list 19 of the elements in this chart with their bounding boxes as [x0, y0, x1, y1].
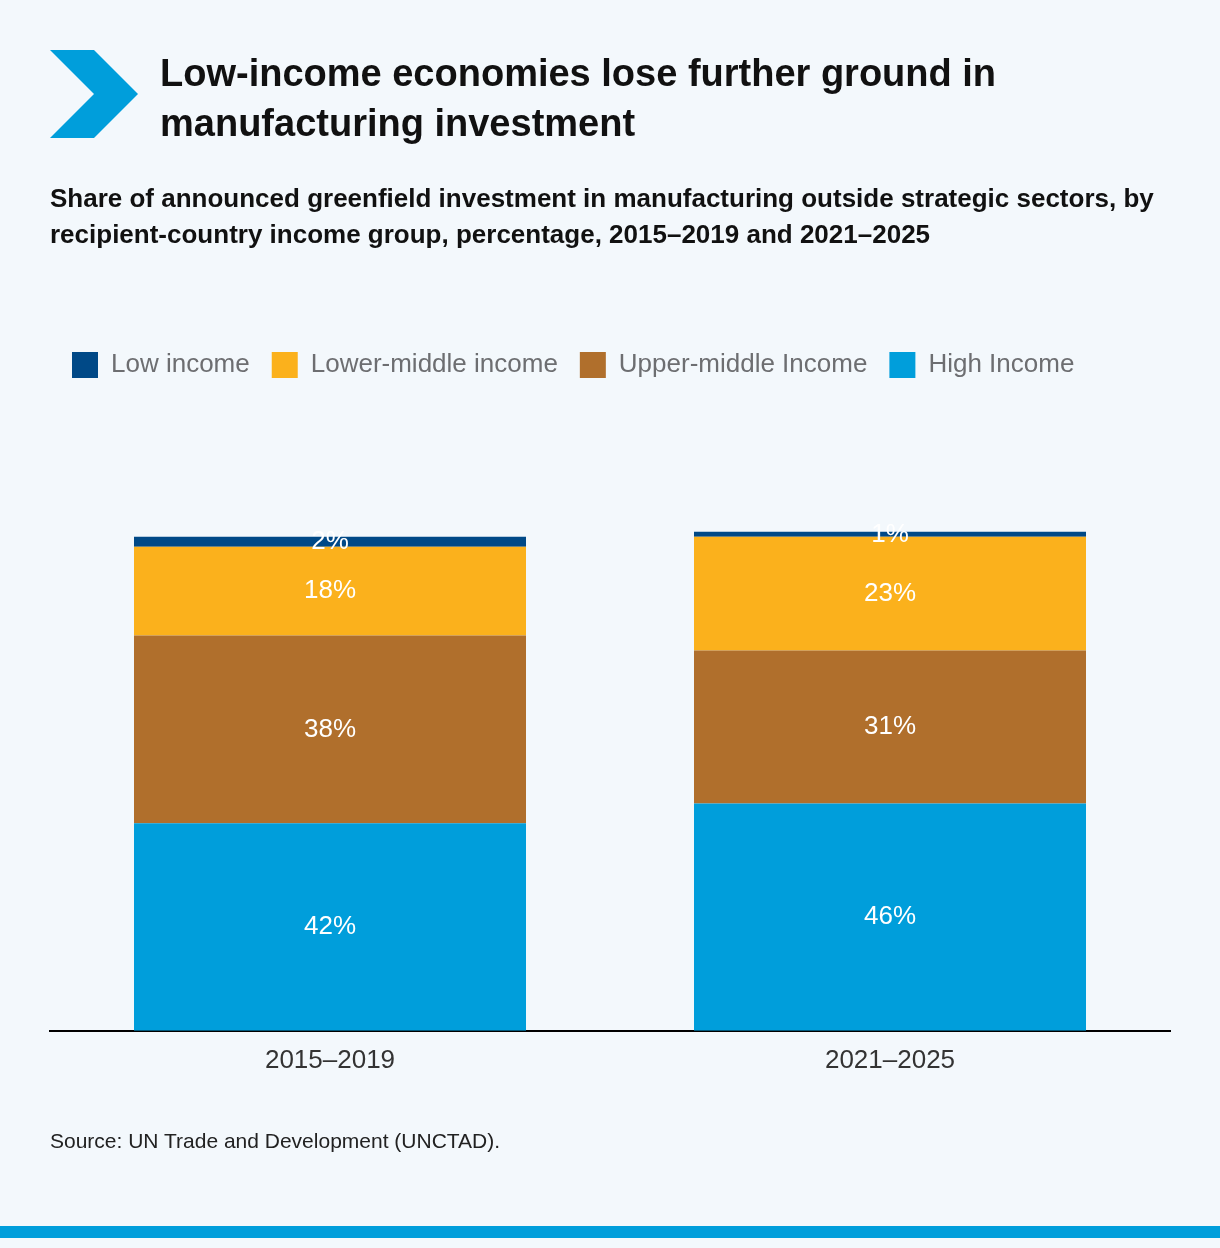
x-tick-label: 2015–2019 — [264, 1043, 396, 1074]
bar — [694, 650, 1086, 804]
chart-title: Low-income economies lose further ground in manufacturing investment — [160, 51, 998, 146]
legend-label: Low income — [111, 348, 250, 379]
data-label: 46% — [863, 900, 917, 931]
data-label: 23% — [863, 576, 917, 607]
data-label: 31% — [863, 710, 917, 741]
legend-label: Upper-middle Income — [618, 348, 868, 379]
source-note: Source: UN Trade and Development (UNCTAD). — [50, 1128, 502, 1154]
bar — [134, 823, 526, 1031]
data-label: 18% — [303, 574, 357, 605]
legend-label: Lower-middle income — [310, 348, 558, 379]
legend-label: High Income — [928, 348, 1075, 379]
bar — [694, 803, 1086, 1031]
data-label: 42% — [303, 910, 357, 941]
bar — [134, 635, 526, 824]
x-tick-label: 2021–2025 — [824, 1043, 956, 1074]
data-label: 38% — [303, 712, 357, 743]
chart-subtitle: Share of announced greenfield investment in manufacturing outside strategic sectors, by recipient-country income group, percentage, 2015–2019 and 2021–2025 — [50, 182, 1155, 251]
